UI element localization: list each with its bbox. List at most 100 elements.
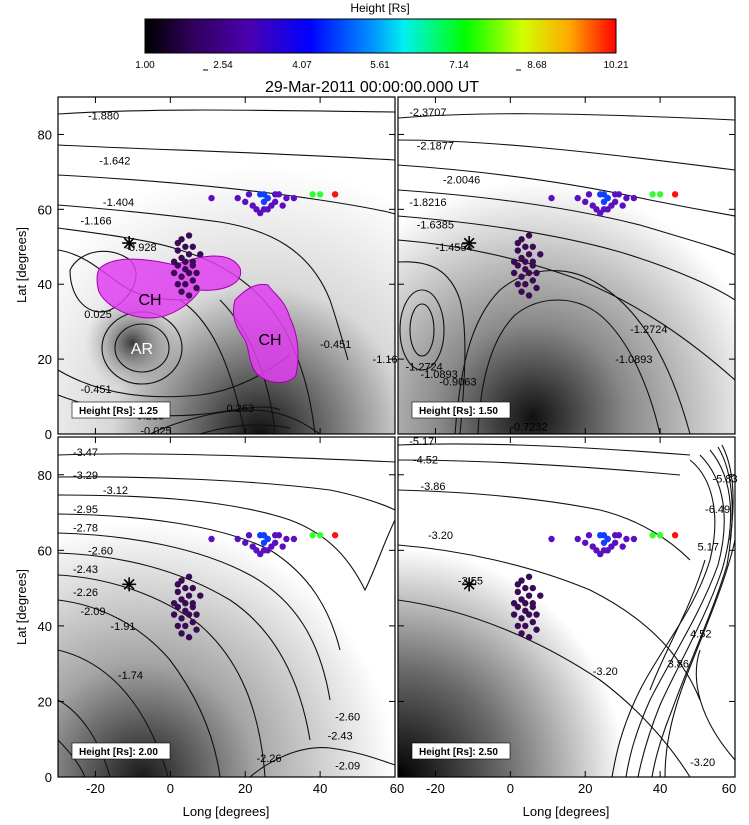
contour-label: -5.17: [409, 436, 434, 448]
contour-label: -1.2724: [405, 362, 442, 374]
height-label: Height [Rs]: 1.25: [79, 406, 158, 417]
marker-point: [533, 269, 540, 277]
marker-point: [178, 615, 185, 622]
marker-point: [619, 202, 626, 209]
marker-point: [189, 243, 196, 250]
marker-point: [170, 258, 178, 265]
colorbar-ticks: 1.00 2.54 4.07 5.61 7.14 8.68 10.21: [135, 60, 629, 71]
star-marker: [122, 577, 137, 592]
marker-point: [182, 584, 189, 592]
contour-label: -1.0893: [420, 369, 457, 381]
marker-point: [242, 198, 249, 206]
ar-label: AR: [131, 341, 153, 358]
panel-1-markers: [122, 191, 339, 299]
marker-point: [283, 535, 290, 543]
marker-point: [189, 584, 196, 592]
marker-point: [574, 194, 581, 202]
marker-point: [582, 539, 589, 546]
marker-point: [185, 269, 193, 277]
contour-label: -2.43: [73, 564, 98, 576]
contour-label: -0.025: [140, 425, 171, 437]
marker-point: [525, 232, 533, 239]
marker-point: [514, 281, 522, 288]
marker-point: [208, 194, 215, 202]
coronal-hole-region: [232, 283, 299, 383]
marker-point: [600, 547, 608, 554]
marker-point: [600, 198, 608, 206]
panel-1: CH AR CH -1.880 -1.642 -1.404 -1.166 -0.928 0…: [57, 96, 404, 437]
marker-point: [189, 618, 196, 626]
y-tick-label: 80: [38, 127, 52, 142]
marker-point: [260, 547, 268, 554]
marker-point: [174, 622, 182, 630]
contour-label: -3.12: [103, 485, 128, 497]
x-tick-label: 0: [167, 781, 174, 796]
contour-label: -0.451: [80, 384, 111, 396]
marker-point: [611, 198, 619, 206]
marker-point: [283, 194, 290, 202]
marker-point: [525, 634, 533, 641]
marker-point: [510, 611, 518, 618]
y-tick-label: 40: [38, 277, 52, 292]
contour-label: -2.09: [80, 606, 105, 618]
marker-point: [529, 262, 536, 269]
marker-point: [245, 532, 253, 539]
panel-4-markers: [462, 532, 679, 641]
marker-point: [656, 532, 664, 539]
contour-label: -1.0893: [615, 354, 652, 366]
contour-label: -3.20: [690, 757, 715, 769]
date-title: 29-Mar-2011 00:00:00.000 UT: [265, 79, 479, 96]
contour-label: -2.43: [328, 730, 353, 742]
marker-point: [525, 269, 533, 277]
x-axis-left: -20 0 20 40 60: [86, 97, 404, 796]
marker-point: [185, 251, 193, 258]
contour-label: -1.642: [99, 156, 130, 168]
marker-point: [514, 622, 522, 630]
marker-point: [182, 622, 189, 630]
panel-2-markers: [462, 191, 679, 299]
marker-point: [522, 600, 529, 607]
marker-point: [331, 532, 339, 539]
marker-point: [630, 194, 638, 202]
contour-label: -1.6385: [417, 219, 454, 231]
x-tick-label: 0: [507, 781, 514, 796]
marker-point: [309, 191, 316, 198]
marker-point: [518, 288, 525, 295]
height-label: Height [Rs]: 2.00: [79, 747, 158, 758]
marker-point: [234, 535, 241, 543]
marker-point: [649, 191, 656, 198]
marker-point: [271, 532, 279, 539]
colorbar-tick: 2.54: [213, 60, 233, 71]
marker-point: [193, 611, 200, 618]
marker-point: [185, 611, 193, 618]
y-axis-label: Lat [degrees]: [14, 227, 29, 303]
marker-point: [514, 581, 522, 588]
marker-point: [514, 247, 522, 254]
contour-label: -1.880: [88, 111, 119, 123]
marker-point: [522, 281, 529, 288]
contour-label: -1.74: [118, 670, 143, 682]
marker-point: [522, 584, 529, 592]
contour-label: -2.26: [256, 753, 281, 765]
marker-point: [510, 269, 518, 277]
marker-point: [185, 232, 193, 239]
marker-point: [529, 584, 536, 592]
contour-label: -0.928: [125, 242, 156, 254]
panel-2: -2.3707 -2.1877 -2.0046 -1.8216 -1.6385 -1.45…: [397, 96, 736, 435]
marker-point: [630, 535, 638, 543]
marker-point: [185, 292, 193, 299]
contour-label: -3.47: [73, 447, 98, 459]
marker-point: [623, 535, 630, 543]
contour-label: -2.78: [73, 523, 98, 535]
y-axis-label: Lat [degrees]: [14, 569, 29, 645]
marker-point: [290, 535, 298, 543]
marker-point: [234, 194, 241, 202]
contour-label: -1.91: [110, 621, 135, 633]
contour-label: -4.52: [413, 455, 438, 467]
contour-label: -3.29: [73, 470, 98, 482]
marker-point: [316, 532, 324, 539]
height-label: Height [Rs]: 1.50: [419, 406, 498, 417]
x-tick-label: 60: [722, 781, 736, 796]
marker-point: [178, 273, 185, 280]
